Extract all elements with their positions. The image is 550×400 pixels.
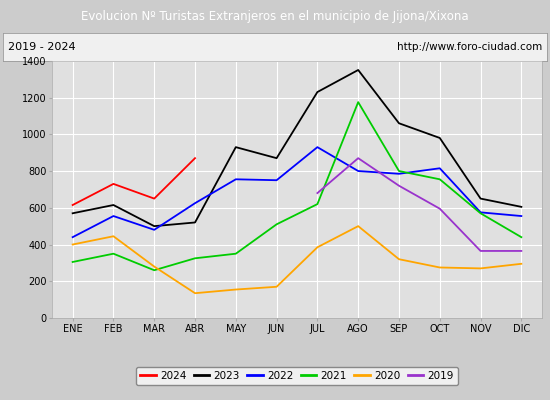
- Text: Evolucion Nº Turistas Extranjeros en el municipio de Jijona/Xixona: Evolucion Nº Turistas Extranjeros en el …: [81, 10, 469, 23]
- Text: 2019 - 2024: 2019 - 2024: [8, 42, 76, 52]
- Text: http://www.foro-ciudad.com: http://www.foro-ciudad.com: [397, 42, 542, 52]
- Legend: 2024, 2023, 2022, 2021, 2020, 2019: 2024, 2023, 2022, 2021, 2020, 2019: [136, 367, 458, 385]
